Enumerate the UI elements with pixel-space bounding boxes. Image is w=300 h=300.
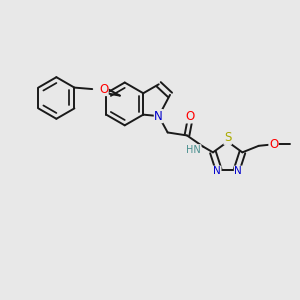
Text: N: N [213, 166, 221, 176]
Text: N: N [234, 166, 242, 176]
Text: O: O [99, 82, 108, 96]
Text: O: O [269, 138, 278, 151]
Text: N: N [154, 110, 163, 123]
Text: S: S [224, 131, 231, 144]
Text: HN: HN [186, 145, 201, 155]
Text: O: O [185, 110, 195, 123]
